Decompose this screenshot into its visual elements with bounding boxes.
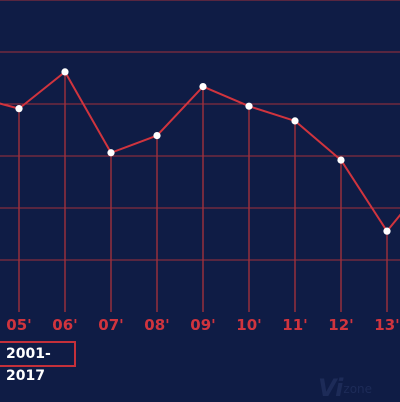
x-tick-label: 12' bbox=[328, 316, 353, 334]
series-line bbox=[0, 70, 400, 233]
data-point bbox=[383, 227, 391, 235]
data-point bbox=[245, 102, 253, 110]
date-range-label: 2001-2017 bbox=[0, 341, 76, 384]
watermark-subtext: zone bbox=[343, 382, 373, 396]
data-point bbox=[61, 68, 69, 76]
x-tick-label: 08' bbox=[144, 316, 169, 334]
x-tick-label: 11' bbox=[282, 316, 307, 334]
x-tick-label: 07' bbox=[98, 316, 123, 334]
x-tick-label: 09' bbox=[190, 316, 215, 334]
data-point bbox=[15, 105, 23, 113]
x-tick-label: 13' bbox=[374, 316, 399, 334]
watermark-logo: Vizone bbox=[318, 374, 372, 402]
data-point bbox=[291, 117, 299, 125]
data-point bbox=[107, 149, 115, 157]
watermark-text: Vi bbox=[318, 374, 343, 402]
x-tick-label: 10' bbox=[236, 316, 261, 334]
x-tick-label: 05' bbox=[6, 316, 31, 334]
data-point bbox=[199, 83, 207, 91]
data-point bbox=[153, 132, 161, 140]
data-point bbox=[337, 156, 345, 164]
x-tick-label: 06' bbox=[52, 316, 77, 334]
